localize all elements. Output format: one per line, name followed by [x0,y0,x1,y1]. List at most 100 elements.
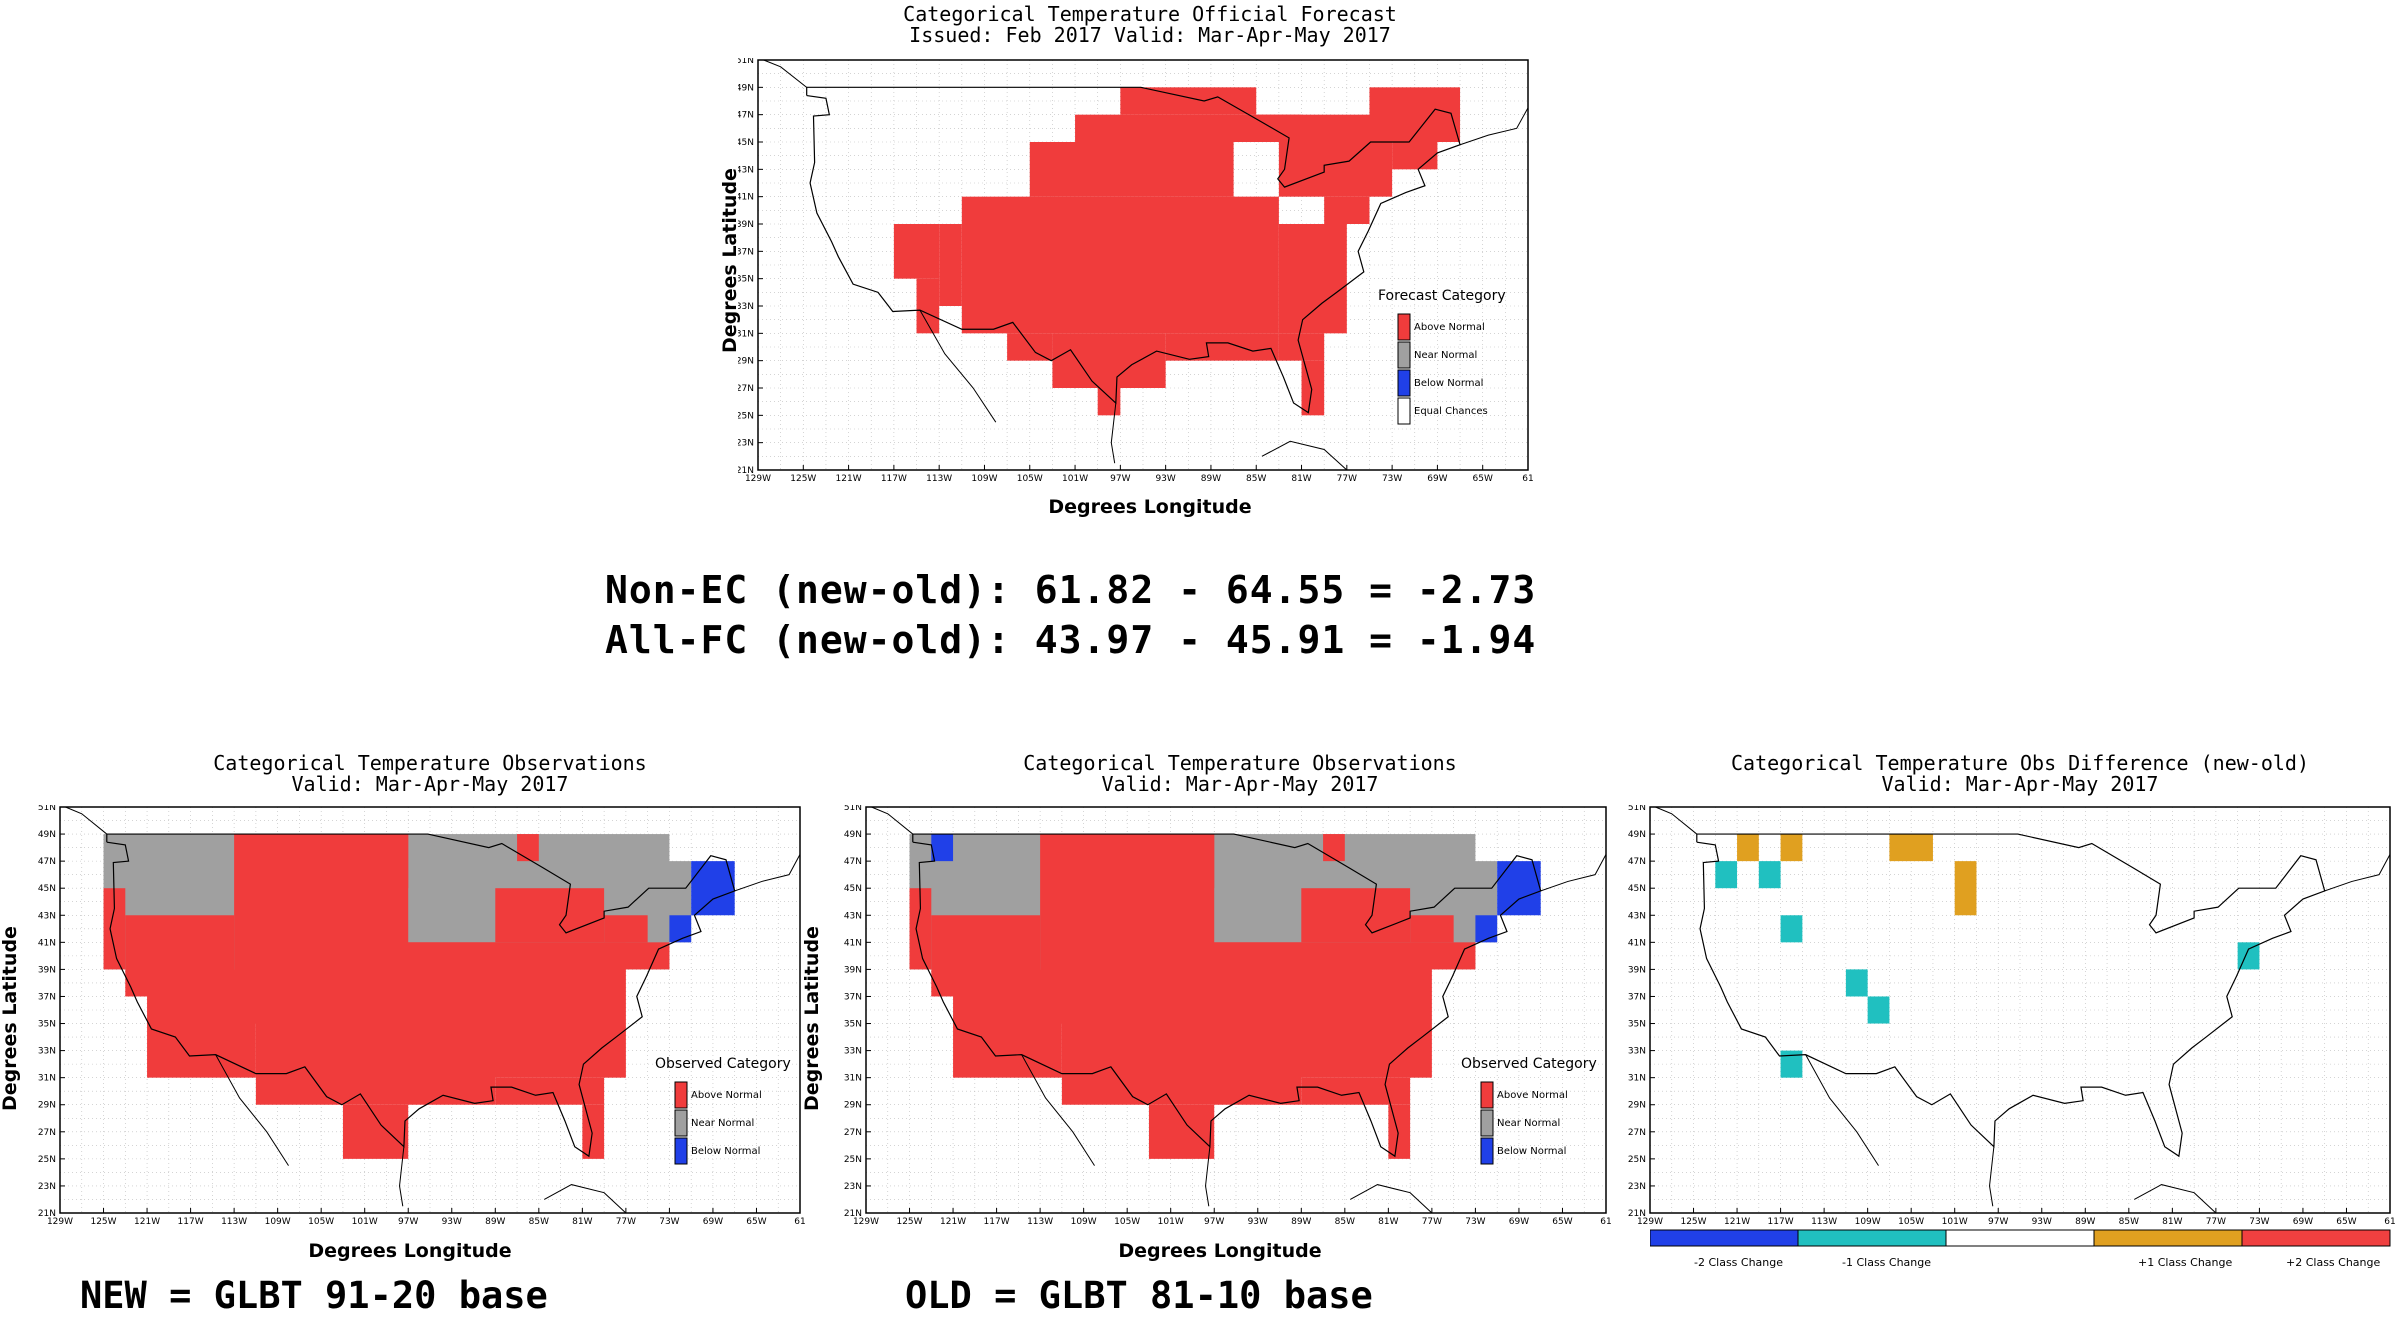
lat-tick-label: 29N [844,1101,862,1111]
obs-new-subtitle: Valid: Mar-Apr-May 2017 [291,772,569,796]
maritime-coast [1540,854,1607,892]
forecast-above-cell [1097,388,1121,416]
colorbar-label: -1 Class Change [1842,1256,1931,1269]
maritime-coast [734,854,801,892]
obs-above-cell [1192,942,1432,1078]
canada-coast [763,59,808,88]
lon-tick-label: 105W [1898,1217,1924,1225]
obs-old-footer: OLD = GLBT 81-10 base [905,1274,1373,1317]
colorbar-segment [2093,1229,2243,1247]
diff-plus1-cell [1780,834,1803,862]
lon-tick-label: 93W [1248,1217,1268,1225]
obs-above-cell [517,834,539,862]
forecast-above-cell [1278,142,1393,197]
lon-tick-label: 129W [47,1217,73,1225]
obs-above-cell [386,942,626,1078]
diff-legend: -2 Class Change -1 Class Change +1 Class C… [1650,1229,2391,1269]
lon-tick-label: 101W [1158,1217,1184,1225]
lat-tick-label: 23N [738,439,754,449]
lon-tick-label: 125W [896,1217,922,1225]
lon-tick-label: 65W [746,1217,766,1225]
lat-tick-label: 31N [738,329,754,339]
lon-tick-label: 109W [971,474,997,484]
mexico-coast [215,1054,289,1166]
lat-tick-label: 49N [738,83,754,93]
mexico-coast [1021,1054,1095,1166]
lat-tick-label: 35N [738,275,754,285]
diff-plus1-cell [1889,834,1933,862]
obs-above-cell [1083,861,1149,943]
lat-tick-label: 33N [738,302,754,312]
mexico-gulf-coast [1989,1146,1995,1207]
obs-above-cells [909,834,1476,1159]
obs-above-cell [277,861,343,943]
lon-tick-label: 101W [352,1217,378,1225]
lon-tick-label: 89W [1291,1217,1311,1225]
lon-tick-label: 89W [1201,474,1221,484]
forecast-above-cell [1392,142,1438,170]
map-grid [1649,806,2391,1214]
lon-tick-label: 117W [1768,1217,1794,1225]
forecast-above-cells [893,87,1461,416]
colorbar-label: -2 Class Change [1694,1256,1783,1269]
lon-tick-label: 81W [572,1217,592,1225]
legend-label: Below Normal [1414,378,1483,389]
lat-tick-label: 25N [1628,1155,1646,1165]
diff-minus1-cell [1867,996,1890,1024]
lon-tick-label: 81W [2162,1217,2182,1225]
lat-tick-label: 49N [1628,830,1646,840]
diff-subtitle: Valid: Mar-Apr-May 2017 [1881,772,2159,796]
obs-above-cell [364,834,409,889]
lon-tick-label: 113W [1027,1217,1053,1225]
lon-tick-label: 93W [2032,1217,2052,1225]
legend-label: Near Normal [1497,1118,1560,1129]
lon-tick-label: 121W [134,1217,160,1225]
lon-tick-label: 109W [1855,1217,1881,1225]
obs-above-cell [1148,1104,1215,1159]
obs-above-cell [1323,834,1345,862]
lat-tick-label: 45N [844,884,862,894]
lat-tick-label: 37N [38,992,56,1002]
lat-tick-label: 25N [38,1155,56,1165]
lon-tick-label: 117W [178,1217,204,1225]
obs-old-ylabel: Degrees Latitude [801,926,823,1111]
legend-label: Below Normal [1497,1146,1566,1157]
obs-below-cells [931,834,1541,943]
obs-old-xlabel: Degrees Longitude [1118,1240,1322,1262]
map-frame [59,806,801,1214]
lon-tick-label: 73W [1382,474,1402,484]
canada-coast [1655,806,1698,835]
lat-tick-label: 23N [1628,1182,1646,1192]
lon-tick-label: 117W [881,474,907,484]
colorbar-label: +2 Class Change [2286,1256,2380,1269]
lon-tick-label: 101W [1062,474,1088,484]
lon-tick-label: 97W [1988,1217,2008,1225]
us-outline [806,86,1461,414]
legend-swatch [1480,1137,1494,1165]
colorbar-segment [1945,1229,2095,1247]
obs-above-cell [1410,942,1476,970]
forecast-above-cell [939,224,962,306]
obs-new-xlabel: Degrees Longitude [308,1240,512,1262]
lon-tick-label: 85W [2119,1217,2139,1225]
forecast-above-cell [1278,224,1347,334]
legend-label: Above Normal [1497,1090,1568,1101]
cuba-coast [1350,1184,1433,1214]
lon-tick-label: 121W [836,474,862,484]
obs-below-cell [931,834,954,862]
lon-tick-label: 77W [616,1217,636,1225]
lat-tick-label: 25N [738,411,754,421]
forecast-subtitle: Issued: Feb 2017 Valid: Mar-Apr-May 2017 [909,23,1391,47]
forecast-above-cell [961,196,1279,334]
lon-tick-label: 125W [790,474,816,484]
map-frame [1649,806,2391,1214]
forecast-above-cell [1007,333,1053,361]
mexico-gulf-coast [1110,402,1117,464]
lat-tick-label: 27N [1628,1128,1646,1138]
canada-coast [871,806,914,835]
lat-tick-label: 29N [738,357,754,367]
lon-tick-label: 85W [529,1217,549,1225]
lat-tick-label: 47N [38,857,56,867]
legend-swatch [674,1081,688,1109]
lon-tick-label: 109W [265,1217,291,1225]
